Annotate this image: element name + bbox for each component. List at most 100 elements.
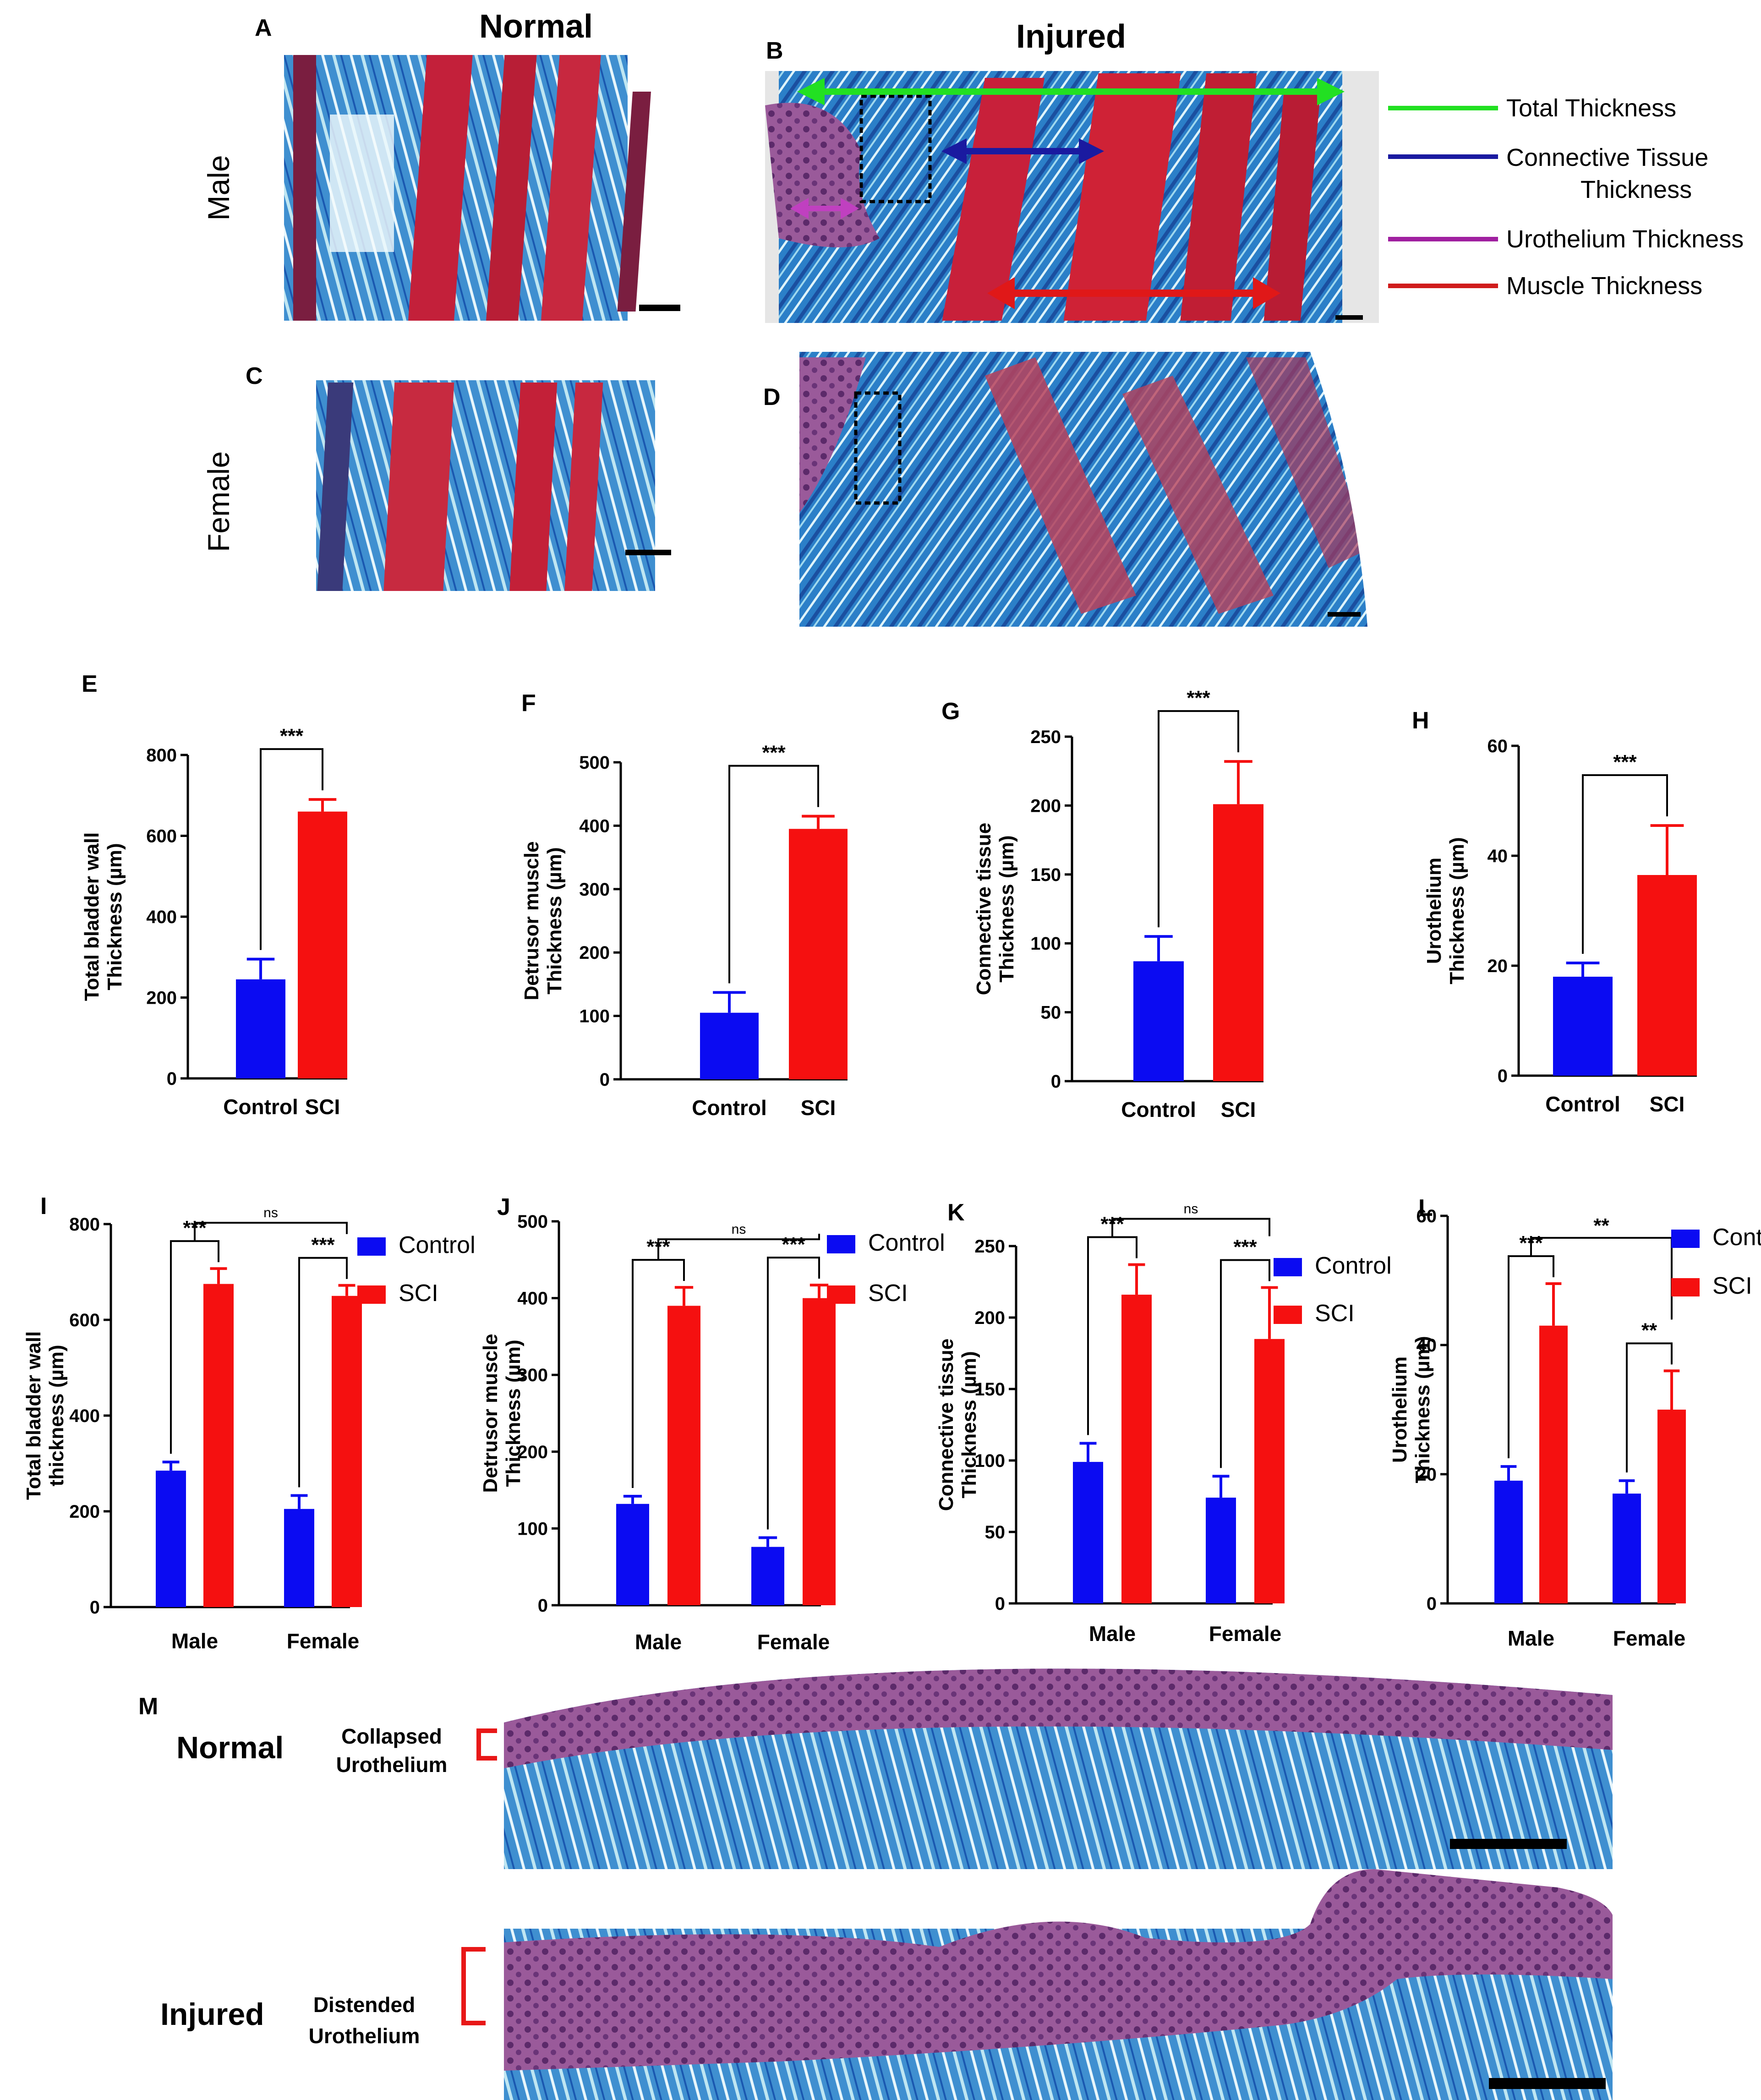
y-axis-label-line2: Thickness (µm) (1411, 1336, 1434, 1483)
significance-bracket-between (1111, 1218, 1270, 1237)
legend-connective-line1: Connective Tissue (1506, 144, 1708, 171)
x-category-label: Male (1508, 1626, 1554, 1650)
scale-bar-C (625, 550, 671, 555)
y-tick-label: 200 (146, 988, 177, 1008)
y-tick-label: 50 (985, 1522, 1006, 1542)
significance-bracket (1158, 710, 1239, 928)
bar-sci-female (332, 1296, 362, 1607)
x-category-label: SCI (1650, 1092, 1685, 1116)
y-tick-label: 100 (517, 1519, 548, 1539)
y-tick-label: 600 (146, 826, 177, 847)
y-tick-label: 200 (517, 1442, 548, 1462)
y-tick-label: 200 (974, 1308, 1005, 1328)
legend-swatch-sci (357, 1285, 386, 1304)
x-category-label: Female (1209, 1622, 1282, 1646)
legend-label-control: Control (1712, 1224, 1761, 1251)
chart-h: H 0 20 40 60 Urothelium Thickness (µm) Control S… (1412, 707, 1697, 1116)
bar-sci-male (203, 1284, 234, 1607)
column-title-injured: Injured (1016, 18, 1126, 55)
m-injured-bracket (461, 1947, 486, 2025)
panel-letter-J: J (497, 1194, 510, 1220)
bar-sci-female (1254, 1339, 1285, 1603)
histology-image-C (316, 380, 671, 591)
m-injured-label: Injured (160, 1997, 264, 2032)
panel-letter-I: I (40, 1193, 47, 1220)
chart-e: E 0 200 400 600 800 Total bladder wall Thicknes… (81, 671, 347, 1119)
panel-letter-F: F (521, 690, 536, 716)
significance-bracket-between (657, 1234, 820, 1260)
y-tick-label: 500 (517, 1212, 548, 1232)
legend-swatch-control (1274, 1258, 1302, 1276)
y-tick-label: 500 (579, 753, 610, 773)
scale-bar-M-injured (1489, 2078, 1606, 2089)
significance-bracket-sig_male (170, 1240, 219, 1454)
y-tick-label: 100 (1030, 934, 1061, 954)
y-tick-label: 400 (517, 1289, 548, 1309)
m-normal-note-line2: Urothelium (336, 1753, 448, 1777)
bar-control-male (1073, 1462, 1103, 1603)
bar-sci (1213, 804, 1263, 1081)
significance-bracket (1582, 774, 1668, 954)
histology-image-M-normal (504, 1668, 1613, 1869)
panel-letter-M: M (138, 1693, 158, 1720)
significance-bracket (260, 748, 323, 950)
panel-letter-K: K (947, 1199, 965, 1226)
m-normal-bracket (476, 1728, 497, 1761)
legend-urothelium-thickness: Urothelium Thickness (1506, 225, 1744, 253)
chart-i: I 0 200 400 600 800 Total bladder wall thicknes… (22, 1193, 476, 1653)
x-category-label: Male (1089, 1622, 1136, 1646)
significance-bracket-sig_female (298, 1257, 348, 1488)
significance-bracket (728, 765, 819, 984)
y-tick-label: 300 (517, 1365, 548, 1385)
y-tick-label: 200 (1030, 796, 1061, 816)
bar-control (236, 979, 285, 1078)
y-tick-label: 40 (1416, 1335, 1437, 1356)
y-tick-label: 0 (995, 1594, 1005, 1614)
y-tick-label: 300 (579, 880, 610, 900)
x-category-label: Female (757, 1630, 830, 1654)
x-category-label: Male (635, 1630, 682, 1654)
panel-letter-D: D (763, 384, 781, 410)
y-tick-label: 400 (69, 1406, 100, 1426)
legend-label-sci: SCI (399, 1280, 438, 1307)
significance-label-sig_female: *** (311, 1234, 335, 1256)
y-tick-label: 600 (69, 1310, 100, 1330)
bar-control-female (751, 1547, 784, 1605)
y-axis-label-line1: Urothelium (1389, 1356, 1411, 1463)
scale-bar-M-normal (1450, 1839, 1567, 1849)
y-tick-label: 200 (579, 943, 610, 963)
chart-f: F 0 100 200 300 400 500 Detrusor muscle Thicknes… (520, 690, 848, 1120)
column-title-normal: Normal (479, 8, 593, 45)
x-category-label: Female (287, 1629, 360, 1653)
x-category-label: Female (1613, 1626, 1686, 1650)
bar-sci-male (1121, 1295, 1152, 1603)
y-axis-label-line2: Thickness (µm) (995, 835, 1018, 982)
bar-control-female (1206, 1498, 1236, 1603)
legend-label-control: Control (868, 1230, 945, 1256)
y-tick-label: 50 (1041, 1003, 1061, 1023)
scale-bar-B (1335, 315, 1363, 320)
y-tick-label: 0 (1051, 1072, 1061, 1092)
histology-image-B (765, 71, 1379, 323)
y-tick-label: 100 (579, 1006, 610, 1027)
significance-label-between: ns (263, 1205, 278, 1220)
x-category-label: Control (1121, 1098, 1196, 1121)
m-normal-note-line1: Collapsed (341, 1724, 442, 1748)
y-tick-label: 40 (1488, 846, 1508, 866)
y-axis-label-line1: Detrusor muscle (479, 1334, 502, 1493)
histology-image-A (284, 55, 680, 321)
significance-label: *** (1187, 687, 1210, 709)
x-category-label: SCI (1221, 1098, 1256, 1121)
y-tick-label: 60 (1416, 1206, 1437, 1226)
y-tick-label: 150 (1030, 865, 1061, 885)
y-axis-label-line1: Total bladder wall (81, 832, 103, 1001)
panel-letter-L: L (1418, 1195, 1433, 1221)
y-tick-label: 800 (69, 1214, 100, 1235)
significance-label-sig_female: *** (782, 1233, 805, 1256)
bar-sci (298, 811, 347, 1078)
legend-swatch-control (827, 1235, 855, 1253)
legend-swatch-control (357, 1237, 386, 1256)
y-tick-label: 400 (146, 907, 177, 927)
panel-letter-E: E (82, 671, 98, 697)
